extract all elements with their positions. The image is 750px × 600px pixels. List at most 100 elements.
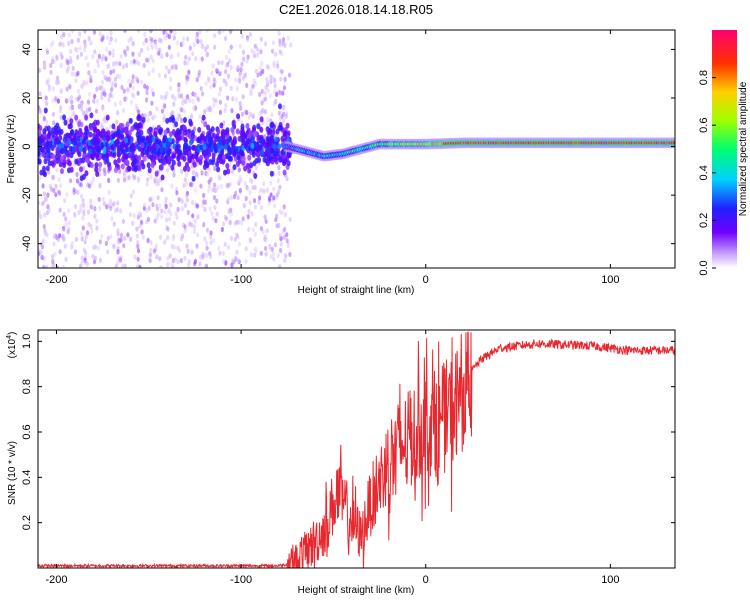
spectrogram-band-point — [206, 124, 211, 131]
spectrogram-speckle — [38, 175, 42, 181]
spectrogram-band-point — [191, 144, 196, 151]
spectrogram-marks — [38, 30, 675, 268]
spectrogram-speckle — [283, 42, 287, 49]
spectrogram-speckle — [145, 181, 149, 187]
spectrogram-speckle — [43, 212, 47, 218]
spectrogram-speckle — [200, 91, 205, 97]
spectrogram-speckle — [220, 183, 224, 189]
snr-x-tick-label: -200 — [45, 574, 67, 586]
spectrogram-speckle — [51, 97, 55, 104]
spectrogram-band-point — [140, 146, 145, 153]
spectrogram-speckle — [251, 83, 255, 89]
spectrogram-speckle — [90, 180, 94, 186]
spectrogram-speckle — [80, 236, 84, 242]
spectrogram-speckle — [127, 174, 131, 180]
spectrogram-speckle — [233, 255, 237, 261]
spectrogram-speckle — [136, 256, 140, 262]
spectrogram-band-point — [207, 137, 212, 144]
spectrogram-band-point — [95, 131, 100, 138]
spectrogram-band-point — [140, 142, 145, 149]
spectrogram-speckle — [41, 200, 46, 206]
spectrogram-band-point — [130, 155, 135, 161]
spectrogram-band-point — [67, 160, 72, 167]
spectrogram-speckle — [240, 61, 244, 67]
spectrogram-speckle — [145, 57, 149, 63]
spectrogram-band-point — [183, 117, 187, 123]
spectrogram-band-point — [188, 118, 193, 125]
spectrogram-speckle — [277, 110, 281, 116]
spectrogram-speckle — [183, 60, 187, 66]
spectrogram-speckle — [100, 122, 104, 128]
spectrogram-speckle — [81, 225, 85, 231]
spectrogram-band-point — [182, 129, 187, 136]
spectrogram-band-point — [110, 144, 115, 151]
spectrogram-speckle — [76, 37, 80, 43]
spectrogram-speckle — [281, 90, 285, 96]
spectrogram-speckle — [107, 190, 111, 196]
spectrogram-speckle — [135, 233, 139, 239]
spectrogram-band-point — [159, 147, 164, 154]
spectrogram-speckle — [96, 58, 100, 64]
spectrogram-band-point — [89, 112, 94, 119]
spectrogram-speckle — [183, 224, 187, 230]
spectrogram-speckle — [185, 193, 189, 199]
spectrogram-speckle — [281, 37, 286, 43]
spectrogram-speckle — [282, 104, 286, 111]
spectrogram-speckle — [247, 114, 251, 120]
spectrogram-speckle — [69, 48, 73, 54]
spectrogram-speckle — [271, 40, 275, 46]
spectrogram-speckle — [166, 167, 170, 173]
spectrogram-speckle — [104, 240, 108, 246]
spectrogram-speckle — [147, 71, 151, 77]
spectrogram-speckle — [190, 249, 194, 255]
spectrogram-band-point — [43, 107, 48, 114]
spectrogram-speckle — [223, 35, 228, 42]
spectrogram-speckle — [179, 258, 183, 264]
spectrogram-band-point — [51, 153, 56, 160]
spectrogram-speckle — [98, 182, 102, 188]
spectrogram-speckle — [278, 264, 282, 268]
spectrogram-speckle — [235, 97, 239, 103]
spectrogram-speckle — [277, 170, 281, 176]
spectrogram-speckle — [214, 218, 218, 224]
spectrogram-speckle — [212, 97, 216, 103]
spectrogram-band-point — [151, 136, 156, 143]
spectrogram-speckle — [229, 64, 233, 71]
spectrogram-speckle — [52, 241, 56, 247]
spectrogram-speckle — [96, 245, 100, 251]
spectrogram-speckle — [246, 37, 250, 43]
spectrogram-speckle — [83, 39, 87, 45]
spectrogram-speckle — [208, 206, 212, 212]
spectrogram-speckle — [288, 251, 292, 257]
spectrogram-speckle — [78, 263, 83, 268]
spectrogram-band-point — [199, 134, 204, 141]
spectrogram-speckle — [278, 41, 282, 48]
spectrogram-band-point — [245, 123, 250, 129]
spectrogram-speckle — [245, 110, 249, 116]
spectrogram-speckle — [74, 188, 78, 194]
spectrogram-speckle — [246, 185, 250, 192]
spectrogram-speckle — [156, 195, 160, 201]
spectrogram-speckle — [157, 47, 161, 54]
spectrogram-speckle — [153, 176, 157, 182]
snr-y-tick-label: 0.2 — [21, 515, 33, 530]
spectrogram-speckle — [91, 54, 95, 60]
spectrogram-speckle — [213, 204, 217, 211]
spectrogram-speckle — [98, 166, 102, 173]
spectrogram-speckle — [186, 248, 190, 254]
spectrogram-speckle — [239, 105, 243, 111]
spectrogram-band-point — [140, 151, 145, 158]
spectrogram-band-point — [114, 167, 118, 173]
spectrogram-speckle — [224, 63, 228, 69]
spectrogram-speckle — [264, 218, 268, 224]
spectrogram-band-point — [241, 155, 246, 162]
spectrogram-speckle — [75, 178, 80, 184]
spectrogram-speckle — [86, 209, 91, 215]
spectrogram-speckle — [181, 97, 186, 103]
spectrogram-y-tick-label: -20 — [21, 187, 33, 203]
spectrogram-speckle — [197, 72, 201, 78]
spectrogram-speckle — [131, 85, 136, 91]
spectrogram-speckle — [45, 119, 49, 125]
spectrogram-speckle — [191, 98, 195, 105]
